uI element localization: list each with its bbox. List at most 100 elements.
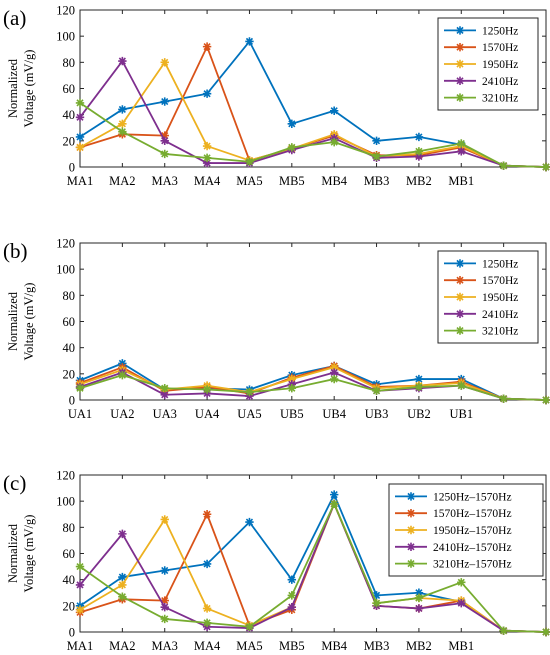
series-line (79, 502, 547, 633)
data-point (160, 566, 169, 575)
chart-panel-1: 0 20 40 60 80 100 120 MA1 MA2 MA3 MA4 MA5 MB5 MB4 MB3 M… (3, 4, 550, 188)
data-point (329, 106, 339, 115)
legend-label: 1250Hz (482, 258, 518, 270)
data-point (499, 161, 508, 170)
legend-label: 2410Hz (482, 76, 518, 88)
series-5 (75, 499, 550, 637)
data-point (75, 562, 85, 571)
data-point (329, 137, 339, 147)
x-tick-label: MA2 (109, 174, 135, 188)
data-point (75, 384, 85, 393)
series-line (79, 502, 547, 633)
legend-label: 1250Hz–1570Hz (433, 491, 512, 503)
data-point (499, 626, 508, 635)
data-point (414, 147, 424, 156)
panel-label: (b) (3, 239, 28, 263)
data-point (372, 136, 381, 146)
y-tick-label: 100 (56, 263, 75, 277)
data-point (160, 390, 169, 399)
data-point (118, 105, 127, 114)
y-tick-label: 60 (63, 315, 76, 329)
x-tick-label: UA5 (237, 407, 261, 421)
data-point (455, 59, 465, 69)
x-tick-label: UB4 (322, 407, 346, 421)
x-tick-label: MB5 (279, 174, 305, 188)
y-axis-label: Voltage (mV/g) (22, 515, 36, 593)
data-point (160, 596, 169, 605)
legend-label: 1950Hz (482, 292, 518, 304)
y-tick-label: 100 (56, 30, 75, 44)
data-point (372, 386, 381, 396)
data-point (160, 58, 169, 67)
data-point (414, 132, 424, 142)
data-point (202, 153, 212, 163)
x-tick-label: MB5 (279, 639, 305, 653)
legend-label: 1570Hz (482, 42, 518, 54)
y-tick-label: 40 (63, 108, 76, 122)
series-5 (75, 370, 550, 405)
y-tick-label: 20 (63, 599, 76, 613)
data-point (118, 127, 127, 136)
x-tick-label: MB4 (321, 174, 347, 188)
data-point (329, 499, 339, 508)
data-point (245, 517, 254, 527)
x-tick-label: MA2 (109, 639, 135, 653)
y-axis-label: Voltage (mV/g) (22, 283, 36, 361)
x-tick-label: MA5 (236, 639, 262, 653)
y-tick-label: 120 (56, 469, 75, 483)
x-tick-label: MB1 (448, 639, 474, 653)
data-point (455, 309, 465, 318)
y-axis-label: Normalized (6, 523, 20, 583)
legend: 1250Hz–1570Hz 1570Hz–1570Hz 1950Hz–1570Hz 2… (388, 483, 544, 577)
data-point (202, 604, 212, 613)
chart-panel-3: 0 20 40 60 80 100 120 MA1 MA2 MA3 MA4 MA5 MB5 MB4 MB3 M… (3, 469, 550, 653)
data-point (372, 599, 381, 608)
y-tick-label: 80 (63, 289, 76, 303)
legend-item: 1250Hz (444, 258, 518, 270)
data-point (245, 157, 254, 166)
x-tick-label: MA3 (152, 639, 178, 653)
y-tick-label: 120 (56, 4, 75, 18)
data-point (455, 26, 465, 35)
data-point (457, 599, 466, 608)
legend-label: 3210Hz (482, 93, 518, 105)
data-point (160, 149, 169, 159)
data-point (541, 395, 550, 405)
legend-label: 2410Hz (482, 309, 518, 321)
data-point (372, 152, 381, 161)
y-tick-label: 40 (63, 341, 76, 355)
data-point (287, 374, 297, 384)
legend-label: 1950Hz (482, 59, 518, 71)
data-point (202, 89, 212, 98)
data-point (202, 510, 212, 519)
data-point (329, 368, 339, 377)
x-tick-label: MA5 (236, 174, 262, 188)
legend-item: 2410Hz (444, 309, 518, 321)
x-tick-label: MB2 (406, 174, 432, 188)
data-point (457, 381, 466, 390)
data-point (406, 492, 416, 501)
data-point (160, 602, 169, 612)
data-point (455, 43, 465, 52)
data-point (118, 370, 127, 380)
legend-label: 1250Hz (482, 25, 518, 37)
data-point (75, 98, 85, 108)
legend-item: 1570Hz (444, 42, 518, 54)
data-point (499, 394, 508, 403)
data-point (457, 147, 466, 156)
data-point (287, 575, 297, 584)
data-point (118, 572, 127, 582)
y-tick-label: 80 (63, 56, 76, 70)
x-tick-label: UA2 (110, 407, 134, 421)
data-point (455, 93, 465, 102)
x-tick-label: UA1 (68, 407, 92, 421)
legend-item: 1250Hz–1570Hz (395, 491, 512, 503)
data-point (414, 382, 424, 392)
y-axis-label: Normalized (6, 291, 20, 351)
legend-item: 3210Hz–1570Hz (395, 559, 512, 571)
data-point (202, 559, 212, 569)
data-point (245, 37, 254, 46)
data-point (75, 580, 85, 590)
y-tick-label: 100 (56, 495, 75, 509)
data-point (118, 56, 127, 66)
